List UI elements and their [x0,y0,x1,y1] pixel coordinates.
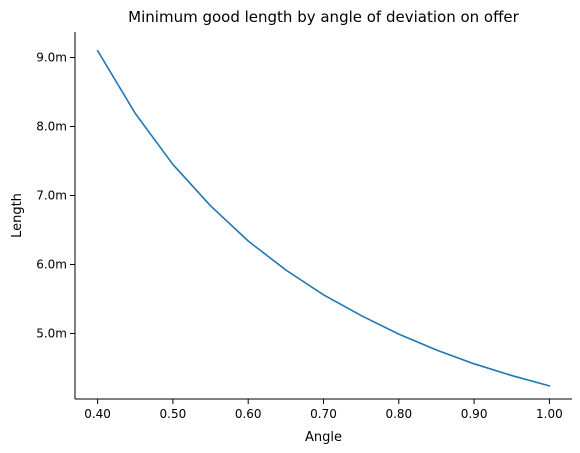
x-tick-label: 0.60 [235,407,262,421]
y-axis-label: Length [10,193,25,238]
y-tick-label: 6.0m [36,257,67,271]
x-tick-label: 0.70 [310,407,337,421]
x-tick-label: 0.50 [160,407,187,421]
x-tick-label: 0.80 [385,407,412,421]
series-layer [96,49,551,387]
x-tick-label: 0.90 [461,407,488,421]
x-tick-label: 1.00 [536,407,563,421]
x-tick-label: 0.40 [84,407,111,421]
y-tick-label: 9.0m [36,51,67,65]
y-tick-label: 7.0m [36,188,67,202]
chart-title: Minimum good length by angle of deviatio… [128,8,519,26]
x-axis: 0.40 0.50 0.60 0.70 0.80 0.90 1.00 [75,398,572,421]
series-line [96,49,551,387]
y-axis: 5.0m 6.0m 7.0m 8.0m 9.0m [36,32,76,399]
y-tick-label: 8.0m [36,120,67,134]
y-tick-label: 5.0m [36,326,67,340]
x-axis-label: Angle [305,430,342,445]
